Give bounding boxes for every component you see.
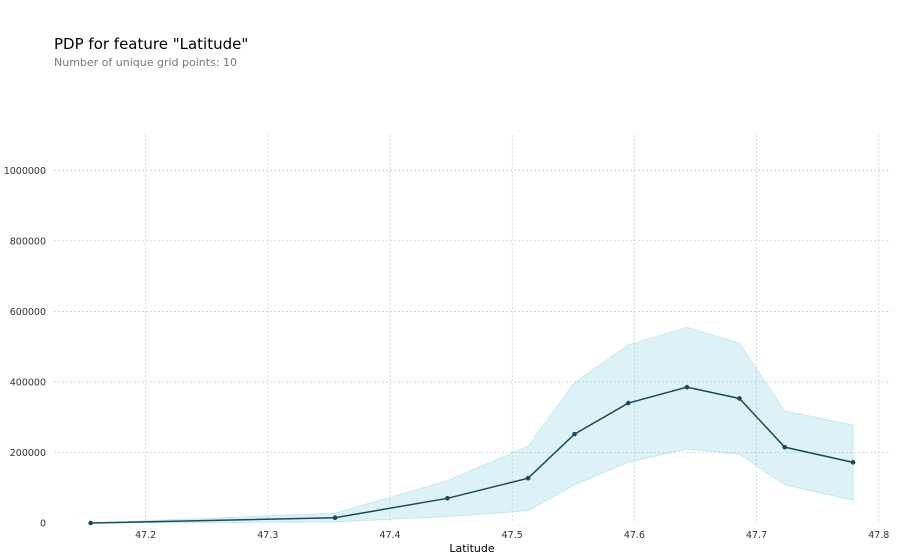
x-axis-label: Latitude [449, 542, 495, 555]
x-tick-label: 47.5 [502, 530, 523, 541]
y-tick-label: 0 [40, 519, 46, 530]
chart-title: PDP for feature "Latitude" [54, 35, 249, 53]
x-tick-label: 47.4 [379, 530, 400, 541]
x-tick-label: 47.6 [624, 530, 645, 541]
pdp-point [525, 475, 531, 481]
y-tick-label: 400000 [10, 377, 46, 388]
y-tick-labels: 0 200000 400000 600000 800000 1000000 [4, 166, 46, 530]
x-tick-label: 47.2 [135, 530, 156, 541]
pdp-line [90, 386, 854, 524]
confidence-band [90, 326, 854, 524]
x-tick-label: 47.7 [746, 530, 767, 541]
grid-lines [54, 135, 891, 523]
pdp-point [572, 431, 577, 437]
pdp-point [332, 515, 338, 521]
pdp-point [850, 460, 856, 465]
chart-subtitle: Number of unique grid points: 10 [54, 56, 238, 69]
pdp-point [88, 520, 93, 526]
x-tick-labels: 47.2 47.3 47.4 47.5 47.6 47.7 47.8 [135, 530, 889, 541]
y-tick-label: 200000 [10, 448, 46, 459]
y-tick-label: 1000000 [4, 166, 46, 177]
x-tick-label: 47.8 [868, 530, 889, 541]
pdp-points [88, 384, 856, 526]
x-tick-label: 47.3 [257, 530, 278, 541]
y-tick-label: 800000 [10, 236, 46, 247]
pdp-point [684, 384, 690, 390]
pdp-point [445, 496, 450, 501]
pdp-point [625, 400, 631, 406]
pdp-point [737, 396, 742, 401]
y-tick-label: 600000 [10, 307, 46, 318]
pdp-point [782, 444, 787, 450]
